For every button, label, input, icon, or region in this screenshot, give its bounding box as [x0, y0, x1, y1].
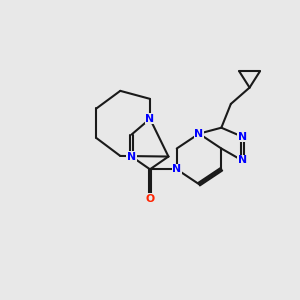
Text: N: N: [127, 152, 136, 161]
Text: N: N: [194, 129, 204, 139]
Text: N: N: [238, 155, 247, 165]
Text: O: O: [146, 194, 154, 204]
Text: N: N: [238, 132, 247, 142]
Text: N: N: [172, 164, 181, 174]
Text: N: N: [146, 114, 154, 124]
